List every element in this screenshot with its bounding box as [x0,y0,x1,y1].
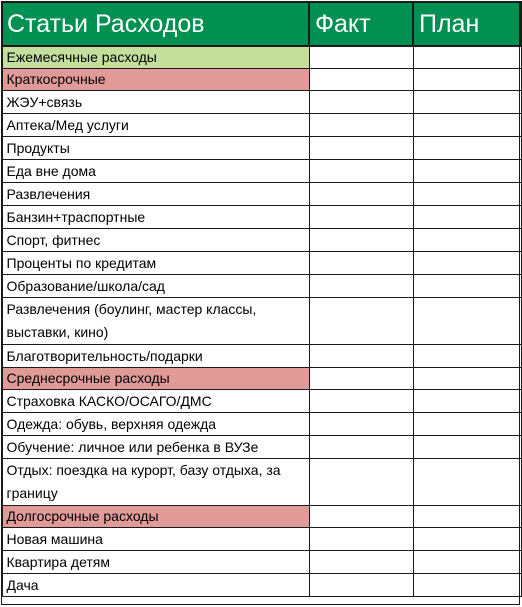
expense-item-cell[interactable]: ЖЭУ+связь [1,90,310,114]
plan-cell[interactable] [412,45,522,69]
fact-cell[interactable] [308,113,414,137]
expense-item-cell[interactable]: Продукты [1,136,310,160]
fact-cell[interactable] [308,435,414,459]
plan-cell[interactable] [412,367,522,390]
plan-cell[interactable] [412,435,522,459]
header-cell-plan[interactable]: План [412,1,522,47]
expense-item-cell[interactable]: Одежда: обувь, верхняя одежда [1,412,310,436]
fact-cell[interactable] [308,45,414,69]
table-row: Страховка КАСКО/ОСАГО/ДМС [1,389,522,413]
table-row: Банзин+траспортные [1,205,522,229]
fact-cell[interactable] [308,527,414,551]
fact-cell[interactable] [308,228,414,252]
table-row: Развлечения [1,182,522,206]
table-row: Аптека/Мед услуги [1,113,522,137]
expense-item-cell[interactable]: Банзин+траспортные [1,205,310,229]
expense-item-cell[interactable]: Аптека/Мед услуги [1,113,310,137]
table-row: Одежда: обувь, верхняя одежда [1,412,522,436]
plan-cell[interactable] [412,412,522,436]
plan-cell[interactable] [412,228,522,252]
table-row: ЖЭУ+связь [1,90,522,114]
plan-cell[interactable] [412,550,522,574]
fact-cell[interactable] [308,573,414,597]
expense-item-cell[interactable]: Ежемесячные расходы [1,45,310,69]
plan-cell[interactable] [412,182,522,206]
fact-cell[interactable] [308,505,414,528]
plan-cell[interactable] [412,90,522,114]
expense-item-cell[interactable]: Дача [1,573,310,597]
expense-table: Статьи Расходов Факт План Ежемесячные ра… [1,1,522,597]
expense-item-cell[interactable]: Образование/школа/сад [1,274,310,298]
header-cell-expense-items[interactable]: Статьи Расходов [1,1,310,47]
table-row: Проценты по кредитам [1,251,522,275]
fact-cell[interactable] [308,367,414,390]
fact-cell[interactable] [308,182,414,206]
table-row: Обучение: личное или ребенка в ВУЗе [1,435,522,459]
plan-cell[interactable] [412,573,522,597]
expense-item-cell[interactable]: Благотворительность/подарки [1,344,310,368]
fact-cell[interactable] [308,344,414,368]
plan-cell[interactable] [412,458,522,506]
expense-item-cell[interactable]: Еда вне дома [1,159,310,183]
header-row: Статьи Расходов Факт План [1,1,522,47]
expense-item-cell[interactable]: Развлечения [1,182,310,206]
expense-item-cell[interactable]: Отдых: поездка на курорт, базу отдыха, з… [1,458,310,506]
expense-item-cell[interactable]: Краткосрочные [1,68,310,91]
table-row: Продукты [1,136,522,160]
fact-cell[interactable] [308,297,414,345]
plan-cell[interactable] [412,297,522,345]
header-cell-fact[interactable]: Факт [308,1,414,47]
section-row: Долгосрочные расходы [1,505,522,528]
fact-cell[interactable] [308,90,414,114]
plan-cell[interactable] [412,389,522,413]
fact-cell[interactable] [308,159,414,183]
section-row: Ежемесячные расходы [1,45,522,69]
fact-cell[interactable] [308,68,414,91]
plan-cell[interactable] [412,136,522,160]
table-row: Благотворительность/подарки [1,344,522,368]
expense-item-cell[interactable]: Среднесрочные расходы [1,367,310,390]
expense-item-cell[interactable]: Квартира детям [1,550,310,574]
fact-cell[interactable] [308,458,414,506]
expense-item-cell[interactable]: Проценты по кредитам [1,251,310,275]
plan-cell[interactable] [412,159,522,183]
table-row: Еда вне дома [1,159,522,183]
plan-cell[interactable] [412,113,522,137]
fact-cell[interactable] [308,205,414,229]
table-row: Новая машина [1,527,522,551]
fact-cell[interactable] [308,274,414,298]
fact-cell[interactable] [308,389,414,413]
section-row: Краткосрочные [1,68,522,91]
expense-item-cell[interactable]: Спорт, фитнес [1,228,310,252]
plan-cell[interactable] [412,505,522,528]
fact-cell[interactable] [308,136,414,160]
plan-cell[interactable] [412,527,522,551]
plan-cell[interactable] [412,251,522,275]
expense-item-cell[interactable]: Страховка КАСКО/ОСАГО/ДМС [1,389,310,413]
table-row: Образование/школа/сад [1,274,522,298]
table-row: Дача [1,573,522,597]
expense-item-cell[interactable]: Развлечения (боулинг, мастер классы, выс… [1,297,310,345]
plan-cell[interactable] [412,68,522,91]
fact-cell[interactable] [308,412,414,436]
plan-cell[interactable] [412,344,522,368]
plan-cell[interactable] [412,205,522,229]
expense-item-cell[interactable]: Новая машина [1,527,310,551]
fact-cell[interactable] [308,251,414,275]
table-row: Спорт, фитнес [1,228,522,252]
table-row: Отдых: поездка на курорт, базу отдыха, з… [1,458,522,506]
fact-cell[interactable] [308,550,414,574]
table-row: Развлечения (боулинг, мастер классы, выс… [1,297,522,345]
section-row: Среднесрочные расходы [1,367,522,390]
expense-item-cell[interactable]: Обучение: личное или ребенка в ВУЗе [1,435,310,459]
table-row: Квартира детям [1,550,522,574]
table-body: Ежемесячные расходы Краткосрочные ЖЭУ+связ… [1,45,522,597]
plan-cell[interactable] [412,274,522,298]
expense-item-cell[interactable]: Долгосрочные расходы [1,505,310,528]
